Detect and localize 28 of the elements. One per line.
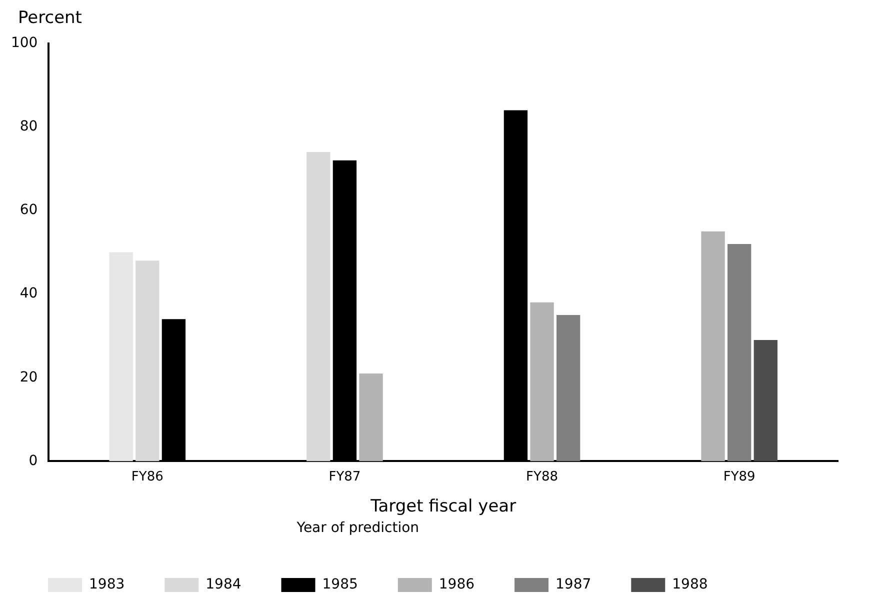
- bar: [306, 152, 330, 462]
- x-tick-label: FY86: [131, 469, 164, 484]
- legend-label: 1985: [322, 576, 358, 593]
- bar: [109, 252, 133, 462]
- legend-label: 1986: [438, 576, 475, 593]
- legend-label: 1984: [206, 576, 242, 593]
- y-tick-label: 20: [20, 369, 38, 386]
- x-tick-label: FY87: [328, 469, 361, 484]
- legend-label: 1987: [556, 576, 592, 593]
- bar: [754, 340, 778, 462]
- bar: [556, 314, 580, 462]
- bar: [530, 302, 554, 462]
- legend-title: Year of prediction: [296, 520, 420, 536]
- bar: [359, 373, 383, 462]
- y-tick-label: 80: [20, 118, 38, 135]
- legend-label: 1983: [89, 576, 125, 593]
- bar: [136, 260, 160, 462]
- legend-label: 1988: [672, 576, 708, 593]
- bar: [728, 244, 752, 462]
- x-tick-label: FY89: [723, 469, 756, 484]
- x-tick-label: FY88: [526, 469, 558, 484]
- y-tick-label: 40: [20, 286, 38, 302]
- y-tick-label: 0: [28, 452, 38, 469]
- x-axis-title: Target fiscal year: [370, 496, 516, 516]
- bar: [701, 231, 725, 462]
- y-tick-label: 60: [20, 202, 38, 218]
- y-axis-title: Percent: [18, 8, 83, 28]
- y-tick-label: 100: [10, 35, 38, 52]
